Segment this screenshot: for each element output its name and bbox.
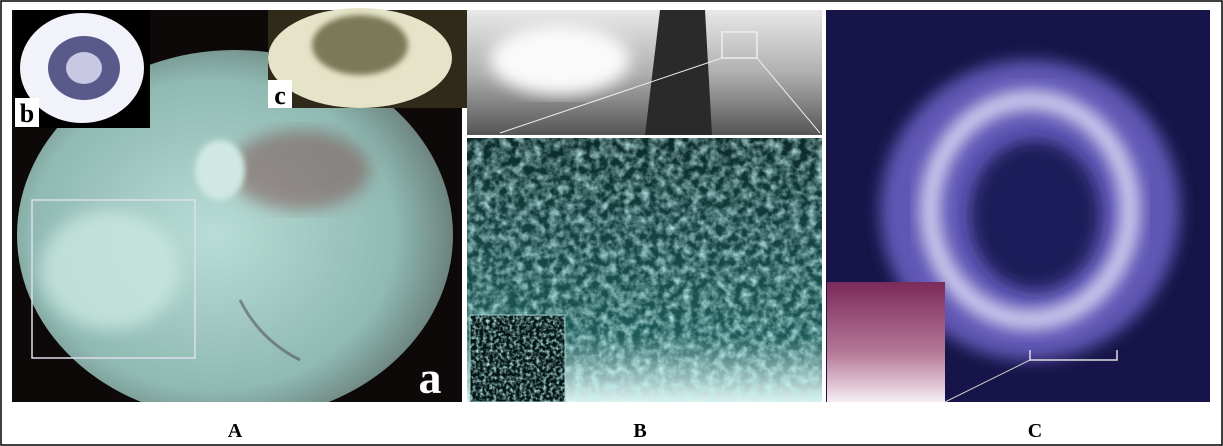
panel-b-bottom (467, 138, 822, 402)
inset-c: c (268, 8, 467, 110)
panel-caption: C (1028, 420, 1042, 442)
panel-caption: A (228, 420, 243, 442)
inset-label: b (20, 99, 34, 128)
inset-b: b (14, 10, 150, 128)
panel-caption: B (633, 420, 646, 442)
panel-label: a (419, 352, 442, 403)
panel-b-top (467, 10, 822, 135)
panel-c (826, 10, 1210, 403)
inset-label: c (274, 81, 286, 110)
